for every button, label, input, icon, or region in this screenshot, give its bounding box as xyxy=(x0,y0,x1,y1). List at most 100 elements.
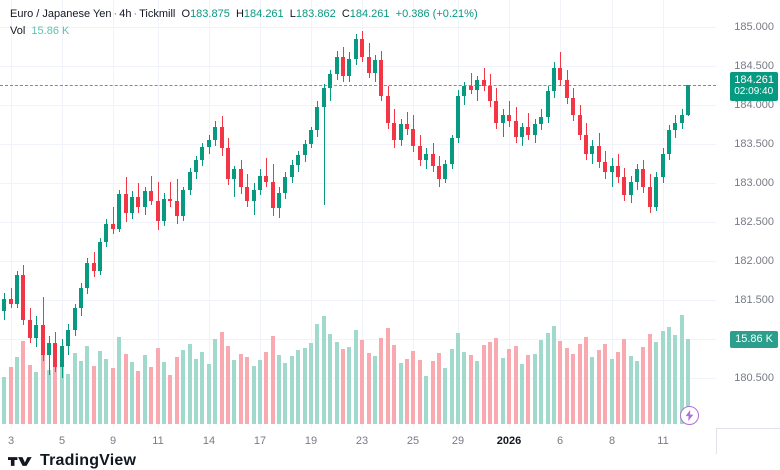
gridline-vertical xyxy=(458,0,459,428)
volume-bar xyxy=(207,364,211,424)
candle-body xyxy=(610,166,614,172)
volume-bar xyxy=(213,339,217,424)
candle-body xyxy=(303,144,307,156)
tradingview-branding[interactable]: TradingView xyxy=(8,452,136,470)
gridline-vertical xyxy=(509,0,510,428)
candle-body xyxy=(328,74,332,89)
price-axis-tick: 180.500 xyxy=(734,372,774,385)
time-axis[interactable]: 3 5 9 11 14 17 19 23 25 29 2026 6 8 11 xyxy=(0,428,716,454)
candle-body xyxy=(124,194,128,214)
volume-bar xyxy=(482,345,486,424)
candle-body xyxy=(220,127,224,149)
legend-change: +0.386 (+0.21%) xyxy=(395,8,478,20)
current-volume-tag[interactable]: 15.86 K xyxy=(730,330,778,348)
price-axis-tick: 183.000 xyxy=(734,177,774,190)
volume-bar xyxy=(15,357,19,424)
time-axis-tick: 25 xyxy=(406,435,420,447)
candle-body xyxy=(399,124,403,141)
candle-wick xyxy=(407,111,408,135)
candle-body xyxy=(379,60,383,96)
gridline-horizontal xyxy=(0,300,716,302)
volume-bar xyxy=(162,362,166,424)
chart-plot-area[interactable] xyxy=(0,0,716,428)
candle-body xyxy=(546,91,550,118)
volume-bar xyxy=(2,377,6,424)
candle-body xyxy=(2,298,6,312)
volume-bar xyxy=(290,356,294,424)
price-axis-tick: 182.000 xyxy=(734,255,774,268)
candle-body xyxy=(252,189,256,201)
candle-body xyxy=(418,145,422,160)
candle-wick xyxy=(503,109,504,137)
candle-body xyxy=(156,200,160,221)
candle-wick xyxy=(484,67,485,92)
volume-bar xyxy=(437,353,441,424)
volume-bar xyxy=(200,352,204,424)
candle-body xyxy=(53,343,57,367)
time-axis-tick: 14 xyxy=(202,435,216,447)
price-axis[interactable]: 185.500185.000184.500184.000183.500183.0… xyxy=(716,0,780,428)
candle-body xyxy=(73,308,77,331)
volume-bar xyxy=(53,356,57,424)
legend-low-label: L xyxy=(289,8,296,20)
tradingview-logo xyxy=(8,456,32,466)
time-axis-tick: 11 xyxy=(152,435,164,447)
candle-body xyxy=(494,101,498,123)
time-axis-tick: 19 xyxy=(304,435,318,447)
candle-body xyxy=(66,330,70,346)
volume-bar xyxy=(367,353,371,424)
volume-bar xyxy=(104,359,108,424)
legend-interval[interactable]: 4h xyxy=(119,8,132,20)
legend-high-label: H xyxy=(235,8,244,20)
gridline-vertical xyxy=(260,0,261,428)
gridline-vertical xyxy=(62,0,63,428)
volume-bar xyxy=(21,341,25,424)
gridline-horizontal xyxy=(0,261,716,263)
candle-body xyxy=(130,197,134,214)
candle-wick xyxy=(113,206,114,235)
volume-bar xyxy=(526,355,530,424)
volume-bar xyxy=(245,357,249,424)
volume-bar xyxy=(661,331,665,424)
volume-bar xyxy=(60,363,64,424)
candle-wick xyxy=(324,83,325,206)
volume-bar xyxy=(309,343,313,424)
volume-bar xyxy=(578,344,582,424)
candle-body xyxy=(552,67,556,92)
bolt-icon[interactable] xyxy=(680,406,699,425)
candle-body xyxy=(386,95,390,123)
volume-bar xyxy=(168,375,172,424)
candle-body xyxy=(367,56,371,73)
volume-bar xyxy=(149,367,153,424)
volume-bar xyxy=(271,336,275,424)
legend-sep-1: · xyxy=(113,8,118,20)
legend-exchange[interactable]: Tickmill xyxy=(139,8,176,20)
volume-bar xyxy=(296,350,300,424)
volume-bar xyxy=(264,352,268,424)
candle-body xyxy=(136,197,140,207)
candle-body xyxy=(296,155,300,165)
volume-bar xyxy=(188,344,192,424)
volume-bar xyxy=(181,350,185,424)
candle-body xyxy=(60,345,64,367)
candle-body xyxy=(258,175,262,190)
volume-bar xyxy=(232,360,236,424)
volume-bar xyxy=(315,324,319,424)
candle-body xyxy=(686,84,690,116)
volume-bar xyxy=(622,339,626,424)
candle-body xyxy=(411,128,415,146)
legend-symbol[interactable]: Euro / Japanese Yen xyxy=(10,8,112,20)
gridline-vertical xyxy=(413,0,414,428)
volume-bar xyxy=(28,365,32,424)
candle-body xyxy=(283,177,287,193)
volume-bar xyxy=(117,337,121,424)
volume-bar xyxy=(488,342,492,424)
time-axis-tick: 3 xyxy=(7,435,15,447)
candle-body xyxy=(162,199,166,221)
volume-bar xyxy=(92,366,96,424)
gridline-horizontal xyxy=(0,339,716,341)
current-price-tag[interactable]: 184.261 02:09:40 xyxy=(730,71,778,101)
candle-body xyxy=(271,181,275,209)
gridline-vertical xyxy=(612,0,613,428)
